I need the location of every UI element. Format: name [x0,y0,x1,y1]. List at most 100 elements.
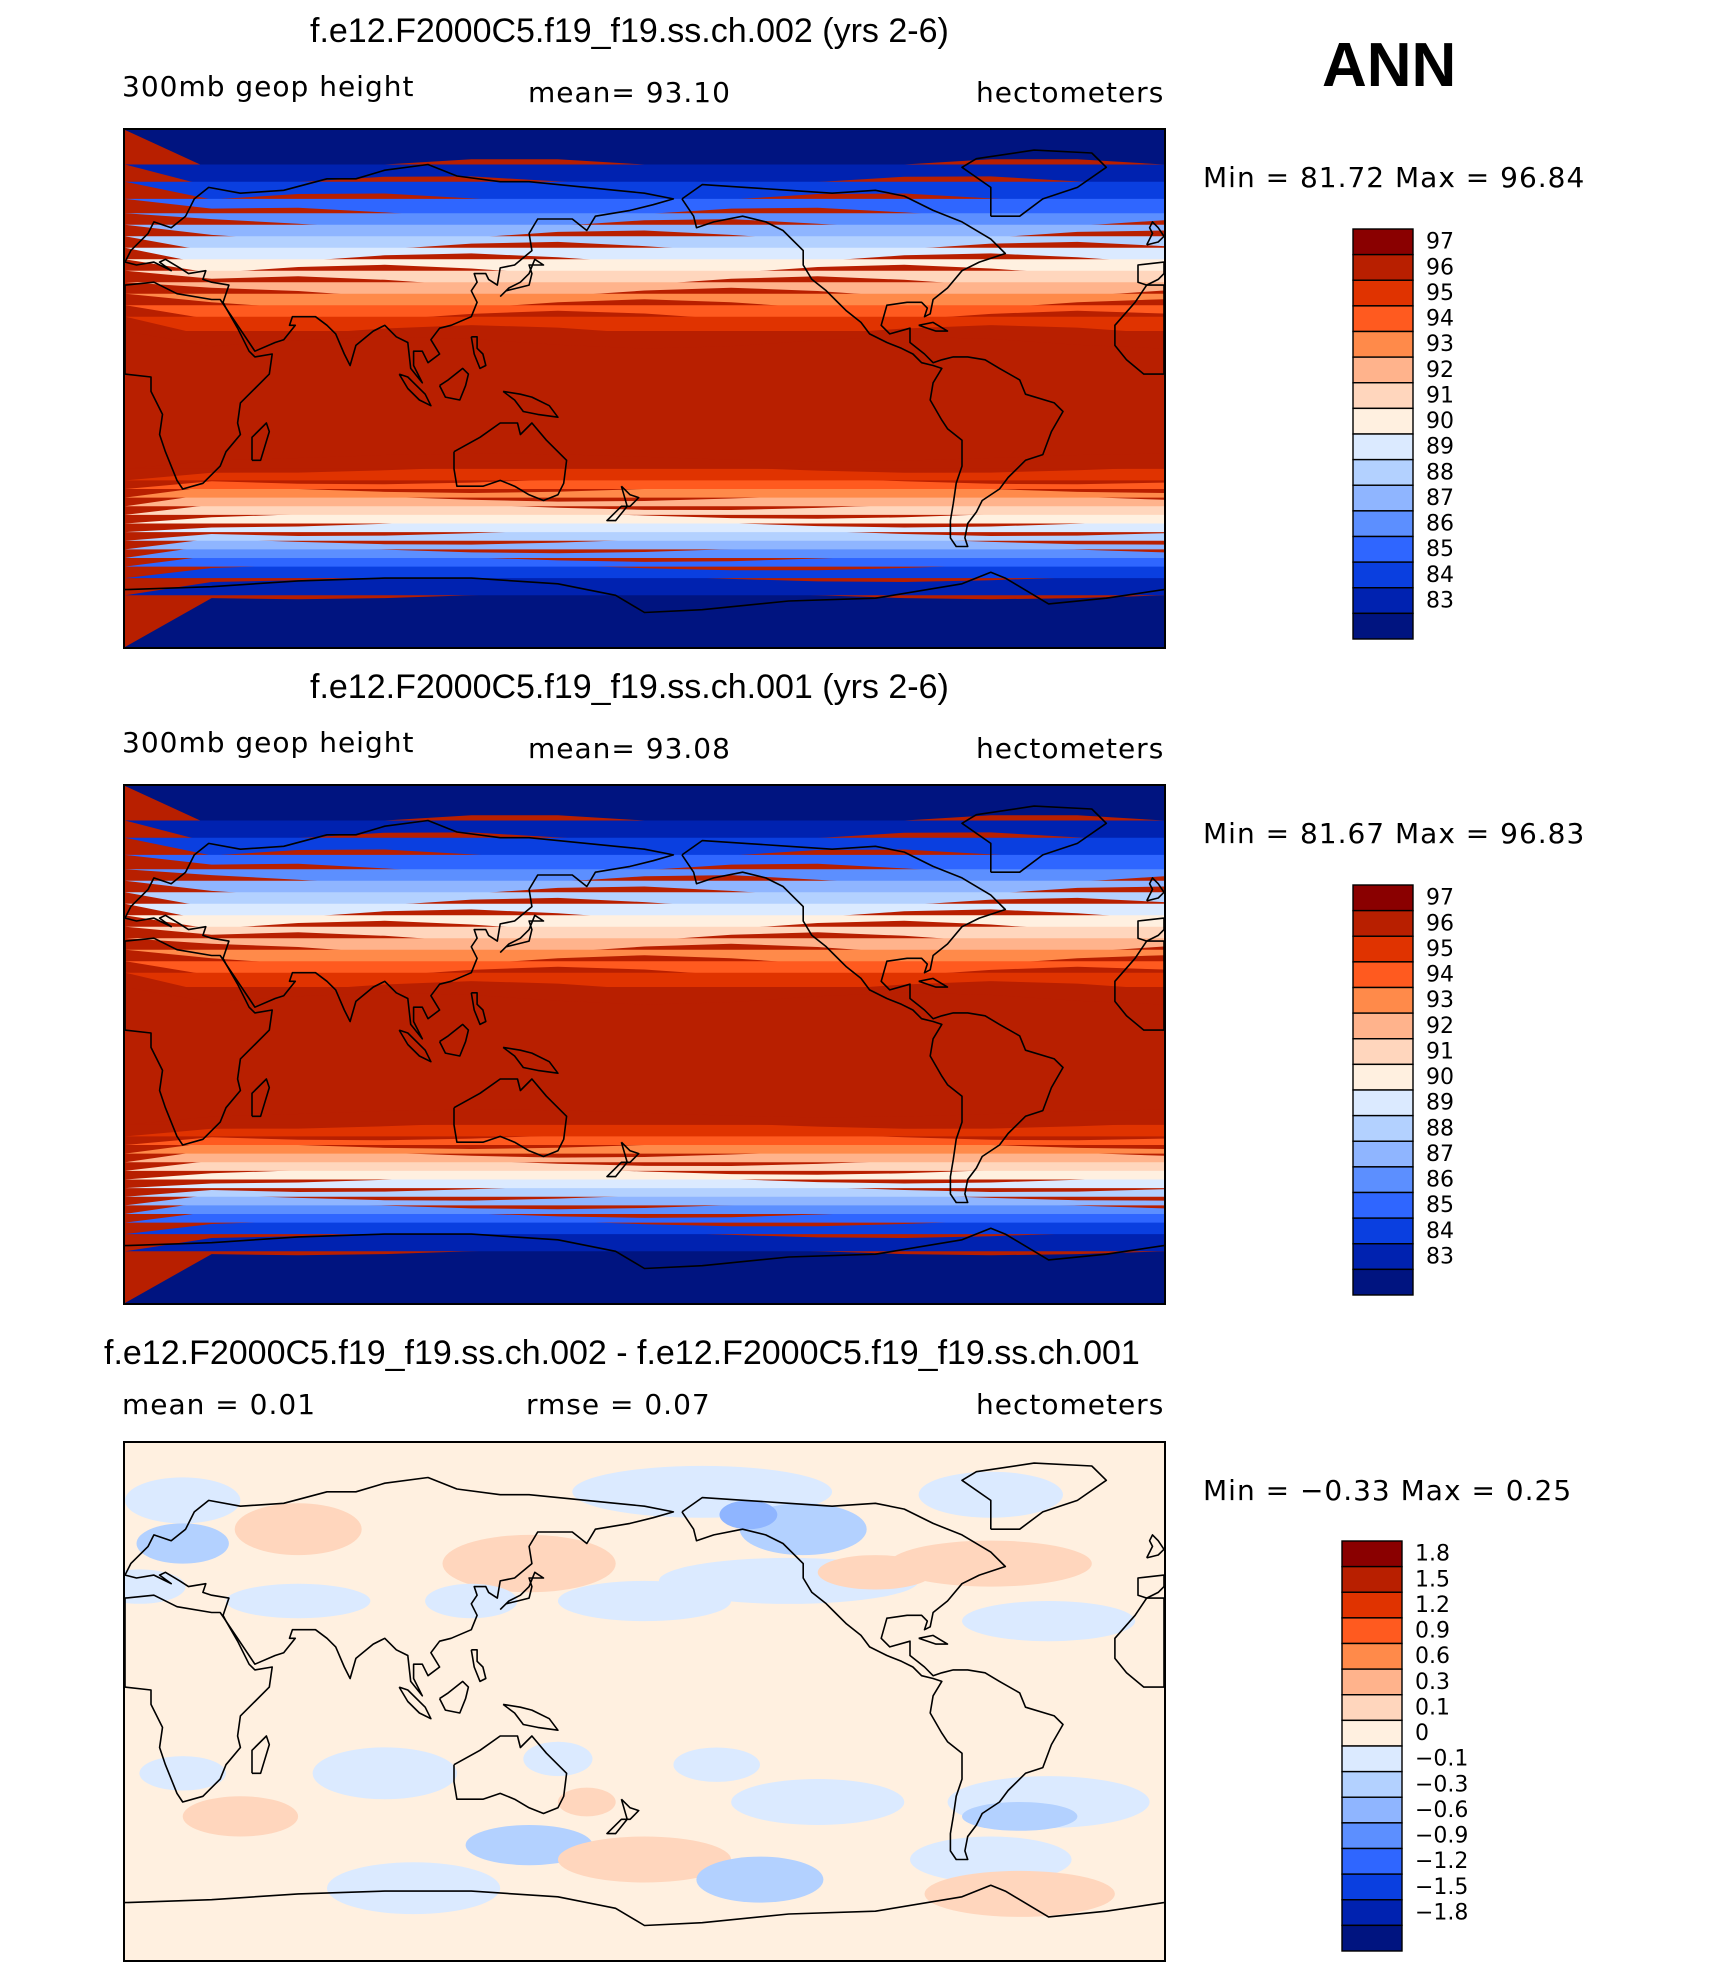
colorbar-swatch [1341,1924,1403,1952]
contour-band [125,972,1164,993]
colorbar-swatch [1352,330,1414,358]
coastline-sumatra [398,1029,432,1063]
coastline-afroeur [125,937,273,1146]
colorbar-tick-label: −1.2 [1415,1849,1468,1874]
coastline-borneo [438,1023,470,1057]
colorbar-swatch [1341,1668,1403,1696]
anomaly-region [889,1540,1092,1587]
colorbar-swatch [1341,1873,1403,1901]
colorbar-tick-label: 95 [1426,281,1454,306]
colorbar-swatch [1352,1038,1414,1066]
colorbar-swatch [1352,407,1414,435]
colorbar-tick-label: 83 [1426,1244,1454,1269]
contour-band [125,562,1164,579]
colorbar-swatch [1352,382,1414,410]
anomaly-region [136,1523,229,1564]
coastline-cuba [918,977,949,988]
colorbar-tick-label: 0.6 [1415,1644,1450,1669]
colorbar-swatch [1352,1140,1414,1168]
colorbar-swatch [1341,1719,1403,1747]
colorbar-swatch [1352,484,1414,512]
coastline-eurwest [1137,917,1164,942]
colorbar-swatch [1352,279,1414,307]
coastline-greenland [961,149,1108,217]
contour-band [125,331,1164,349]
coastline-eurwest [1137,261,1164,286]
panel-title: f.e12.F2000C5.f19_f19.ss.ch.002 - f.e12.… [104,1334,1140,1372]
colorbar-swatch [1341,1899,1403,1927]
colorbar-swatch [1352,510,1414,538]
colorbar-tick-label: 85 [1426,537,1454,562]
coastline-afroeur [125,1594,273,1803]
panel-title: f.e12.F2000C5.f19_f19.ss.ch.002 (yrs 2-6… [310,12,949,50]
colorbar-swatch [1352,1012,1414,1040]
colorbar-swatch [1352,1063,1414,1091]
colorbar-swatch [1341,1694,1403,1722]
colorbar-tick-label: 94 [1426,963,1454,988]
colorbar-tick-label: 86 [1426,512,1454,537]
contour-band [125,1109,1164,1125]
coastline-afwest [1114,284,1164,375]
colorbar: 97 96 95 94 93 92 91 90 89 88 87 86 85 84 83 [1352,884,1472,1296]
coastline-australia [453,1735,568,1815]
contour-band [125,926,1164,945]
anomaly-region [523,1741,593,1777]
contour-band [125,854,1164,875]
colorbar-swatch [1341,1617,1403,1645]
colorbar-swatch [1352,458,1414,486]
units-label: hectometers [976,76,1165,109]
colorbar-swatch [1341,1642,1403,1670]
anomaly-region [327,1862,501,1915]
anomaly-region [312,1747,457,1800]
coastline-newguinea [502,1046,559,1075]
colorbar-tick-label: 92 [1426,358,1454,383]
coastline-borneo [438,1680,470,1714]
coastline-uk [1145,1534,1164,1559]
colorbar-swatch [1352,305,1414,333]
contour-band [125,1175,1164,1189]
coastline-philippines [470,1649,487,1683]
colorbar-tick-label: −1.8 [1415,1900,1468,1925]
contour-band [125,1132,1164,1146]
anomaly-region [557,1787,616,1817]
contour-band [125,259,1164,277]
coastline-madagascar [251,1735,271,1775]
colorbar-swatch [1352,935,1414,963]
coastline-greenland [961,1462,1108,1530]
anomaly-region [226,1583,371,1619]
colorbar-tick-label: 94 [1426,307,1454,332]
coastline-australia [453,422,568,502]
colorbar-tick-label: 91 [1426,1039,1454,1064]
contour-band [125,198,1164,219]
colorbar-tick-label: −0.6 [1415,1798,1468,1823]
colorbar-swatch [1352,884,1414,912]
colorbar-tick-label: 87 [1426,1142,1454,1167]
contour-band [125,1184,1164,1197]
anomaly-region [918,1471,1063,1518]
variable-label: 300mb geop height [122,70,415,103]
contour-band [125,903,1164,922]
colorbar-swatch [1341,1822,1403,1850]
colorbar-swatch [1341,1796,1403,1824]
coastline-americas [681,839,1064,1204]
coastline-japan [499,914,545,954]
coastline-japan [499,258,545,298]
anomaly-region [557,1580,732,1622]
anomaly-region [425,1583,518,1619]
contour-band [125,987,1164,1005]
colorbar-tick-label: 0 [1415,1721,1429,1746]
coastline-madagascar [251,1078,271,1118]
anomaly-region [962,1601,1136,1642]
coastline-americas [681,1496,1064,1861]
anomaly-region [817,1555,934,1590]
colorbar-tick-label: 84 [1426,1219,1454,1244]
mean-label: mean = 0.01 [122,1388,317,1421]
coastline-nz [606,485,640,522]
coastline-eurwest [1137,1574,1164,1599]
coastline-eurasia [125,819,675,1040]
coastline-afwest [1114,1597,1164,1688]
colorbar-tick-label: −1.5 [1415,1875,1468,1900]
anomaly-region [673,1747,760,1782]
coastline-afwest [1114,940,1164,1031]
contour-band [125,786,1164,826]
